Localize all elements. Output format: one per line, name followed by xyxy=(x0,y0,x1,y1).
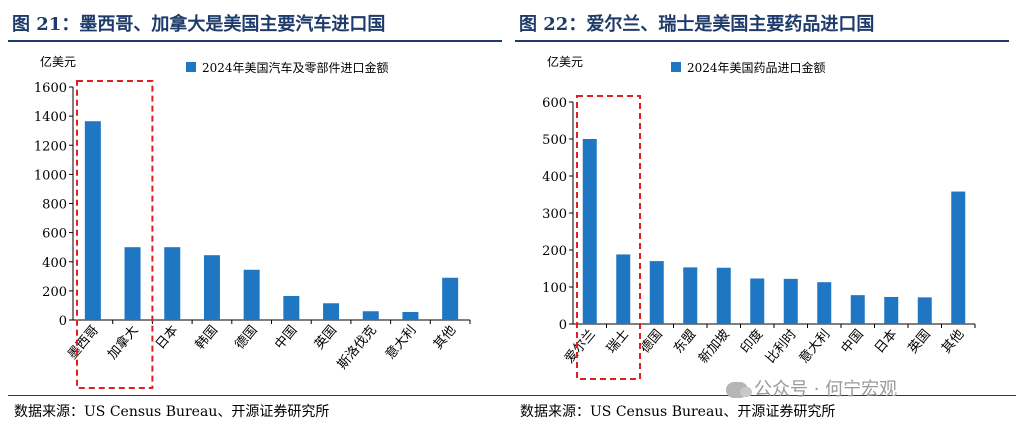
x-tick-label: 意大利 xyxy=(796,326,833,366)
figure-22-chart: 亿美元 2024年美国药品进口金额 0 100 200 300 400 500 600 爱尔兰 瑞士… xyxy=(542,54,976,380)
figure-21-panel: 图 21：墨西哥、加拿大是美国主要汽车进口国 亿美元 2024年美国汽车及零部件进… xyxy=(8,0,508,395)
y-tick-label: 800 xyxy=(42,198,67,213)
x-tick-label: 韩国 xyxy=(193,323,221,353)
y-tick-label: 200 xyxy=(542,244,567,259)
y-tick-label: 400 xyxy=(42,256,67,271)
bar xyxy=(442,277,459,320)
y-tick-label: 1600 xyxy=(34,81,67,96)
y-tick-label: 400 xyxy=(542,170,567,185)
x-tick-label: 其他 xyxy=(939,327,967,357)
y-tick-label: 500 xyxy=(542,133,567,148)
y-axis-unit-label: 亿美元 xyxy=(40,54,76,69)
x-tick-label: 斯洛伐克 xyxy=(335,323,380,372)
bar xyxy=(84,121,101,320)
bar xyxy=(817,282,832,324)
highlight-box xyxy=(76,80,154,389)
figure-22-title: 图 22：爱尔兰、瑞士是美国主要药品进口国 xyxy=(519,14,875,35)
legend-label: 2024年美国药品进口金额 xyxy=(687,60,826,75)
x-tick-label: 比利时 xyxy=(763,327,800,367)
bar xyxy=(951,191,966,324)
bar xyxy=(243,269,260,320)
x-tick-label: 德国 xyxy=(233,323,261,353)
x-tick-label: 墨西哥 xyxy=(65,323,102,363)
x-tick-label: 新加坡 xyxy=(695,326,732,366)
bar xyxy=(582,139,597,324)
bar xyxy=(362,311,379,320)
x-tick-label: 英国 xyxy=(312,323,340,353)
bar xyxy=(850,295,865,324)
x-tick-label: 其他 xyxy=(431,323,459,353)
bar xyxy=(716,267,731,324)
bar xyxy=(402,311,419,320)
figure-21-title-rule xyxy=(8,40,502,42)
x-tick-label: 东盟 xyxy=(671,327,699,357)
y-tick-label: 600 xyxy=(42,227,67,242)
highlight-box xyxy=(576,95,641,380)
legend-swatch xyxy=(671,62,681,72)
bar xyxy=(124,247,141,320)
y-tick-label: 0 xyxy=(59,314,67,329)
x-tick-label: 瑞士 xyxy=(604,327,632,357)
watermark: 公众号 · 何宁宏观 xyxy=(726,375,897,401)
bar xyxy=(283,295,300,320)
bar xyxy=(616,254,631,324)
watermark-text: 公众号 · 何宁宏观 xyxy=(754,379,898,400)
x-tick-label: 爱尔兰 xyxy=(562,327,599,367)
y-tick-label: 300 xyxy=(542,207,567,222)
x-tick-label: 德国 xyxy=(638,327,666,357)
bar xyxy=(323,303,340,320)
y-axis-unit-label: 亿美元 xyxy=(547,54,583,69)
figure-21-chart: 亿美元 2024年美国汽车及零部件进口金额 0 200 400 600 800 1000 120… xyxy=(34,54,471,389)
bar xyxy=(750,278,765,324)
x-tick-label: 日本 xyxy=(872,327,900,357)
figure-22-panel: 图 22：爱尔兰、瑞士是美国主要药品进口国 亿美元 2024年美国药品进口金额 0 1… xyxy=(515,0,1015,395)
legend-label: 2024年美国汽车及零部件进口金额 xyxy=(202,60,389,75)
y-tick-label: 200 xyxy=(42,285,67,300)
legend-swatch xyxy=(186,62,196,72)
source-rule xyxy=(8,395,1016,396)
figure-22-source: 数据来源：US Census Bureau、开源证券研究所 xyxy=(520,404,836,420)
y-tick-label: 1200 xyxy=(34,139,67,154)
x-tick-label: 中国 xyxy=(272,323,300,353)
x-tick-label: 英国 xyxy=(906,327,934,357)
y-tick-label: 600 xyxy=(542,96,567,111)
bar xyxy=(683,267,698,324)
bar xyxy=(203,255,220,320)
figure-21-title: 图 21：墨西哥、加拿大是美国主要汽车进口国 xyxy=(12,14,386,35)
x-tick-label: 印度 xyxy=(737,326,766,356)
y-tick-label: 100 xyxy=(542,281,567,296)
y-tick-label: 0 xyxy=(559,318,567,333)
figure-22-title-rule xyxy=(515,40,1009,42)
bar xyxy=(164,247,181,320)
figure-21-source: 数据来源：US Census Bureau、开源证券研究所 xyxy=(14,404,330,420)
y-tick-label: 1400 xyxy=(34,110,67,125)
x-tick-label: 日本 xyxy=(153,323,181,353)
x-tick-label: 中国 xyxy=(839,327,867,357)
y-tick-label: 1000 xyxy=(34,168,67,183)
wechat-icon xyxy=(726,382,752,398)
bar xyxy=(884,296,899,324)
x-tick-label: 加拿大 xyxy=(104,322,141,362)
bar xyxy=(649,261,664,324)
bar xyxy=(783,278,798,324)
bar xyxy=(917,297,932,324)
x-tick-label: 意大利 xyxy=(382,322,419,362)
